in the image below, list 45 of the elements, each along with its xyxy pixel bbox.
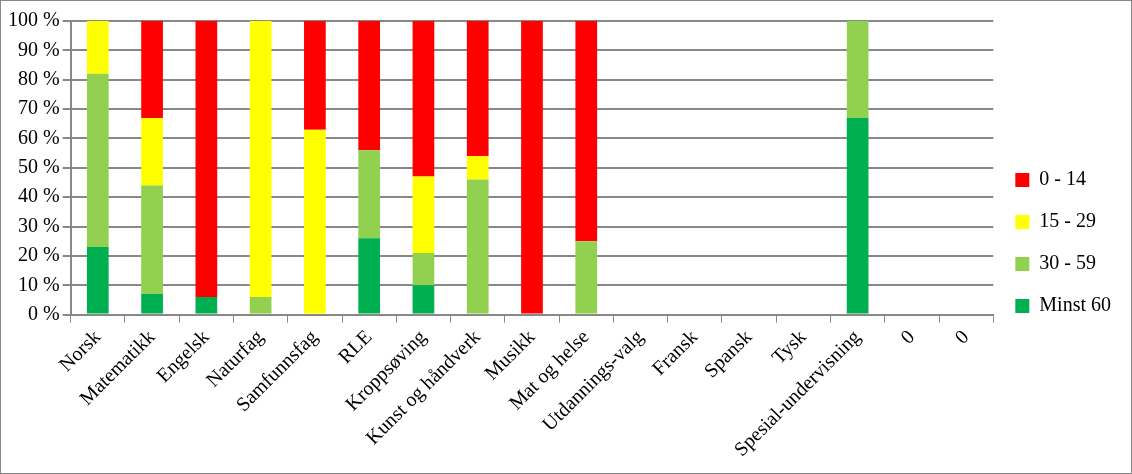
bar <box>358 150 381 239</box>
bar <box>358 238 381 314</box>
y-tick-label: 90 % <box>17 37 60 60</box>
y-tick-label: 30 % <box>17 213 60 236</box>
x-tick-label: 0 <box>895 325 919 348</box>
bar <box>412 176 435 253</box>
bar <box>466 156 489 180</box>
bar <box>358 21 381 151</box>
y-tick-label: 50 % <box>17 155 60 178</box>
bar <box>141 185 163 295</box>
bar <box>195 297 218 314</box>
y-tick-label: 100 % <box>7 8 60 31</box>
bar <box>86 73 109 248</box>
legend-label: Minst 60 <box>1039 293 1112 316</box>
legend-label: 15 - 29 <box>1039 209 1096 232</box>
bar <box>466 179 489 314</box>
bar <box>304 129 326 314</box>
y-tick-label: 70 % <box>17 96 60 119</box>
y-tick-label: 10 % <box>17 272 60 295</box>
bar <box>521 21 543 314</box>
bar <box>195 21 218 298</box>
bar <box>304 21 326 130</box>
bar <box>141 21 163 118</box>
bar <box>412 285 435 314</box>
bar <box>846 21 869 118</box>
legend-label: 0 - 14 <box>1039 167 1086 190</box>
bar <box>86 21 109 74</box>
y-tick-label: 80 % <box>17 66 60 89</box>
x-tick-label: 0 <box>950 325 973 348</box>
bar <box>575 21 598 242</box>
legend-label: 30 - 59 <box>1039 251 1096 274</box>
bar <box>249 21 272 298</box>
bar <box>575 241 598 314</box>
y-tick-label: 0 % <box>27 301 60 324</box>
y-tick-label: 60 % <box>17 125 60 148</box>
y-tick-label: 20 % <box>17 243 60 266</box>
bar <box>249 297 272 314</box>
bar <box>412 252 435 286</box>
bar <box>466 21 489 157</box>
bar <box>141 117 163 186</box>
y-tick-label: 40 % <box>17 184 60 207</box>
bar <box>141 294 163 314</box>
bar <box>846 117 869 314</box>
bar <box>86 247 109 314</box>
bar <box>412 21 435 177</box>
